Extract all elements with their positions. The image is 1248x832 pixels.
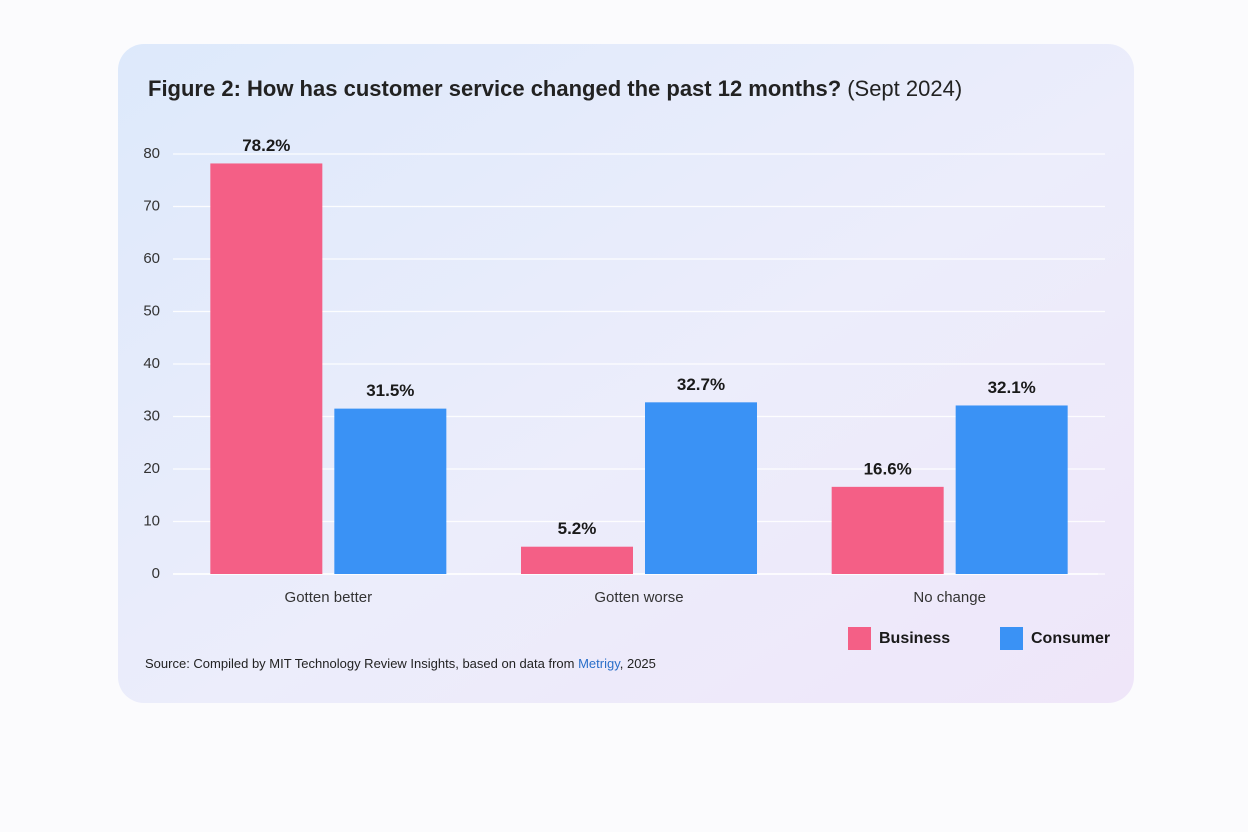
x-tick-label: Gotten worse xyxy=(594,589,683,606)
y-tick-label: 80 xyxy=(143,145,160,162)
source-text: , 2025 xyxy=(620,656,656,671)
y-tick-label: 40 xyxy=(143,355,160,372)
source-text: Source: Compiled by MIT Technology Revie… xyxy=(145,656,578,671)
value-label: 32.7% xyxy=(677,375,725,394)
y-tick-label: 20 xyxy=(143,460,160,477)
legend-swatch xyxy=(848,627,871,650)
value-label: 31.5% xyxy=(366,381,414,400)
y-tick-label: 10 xyxy=(143,512,160,529)
source-link[interactable]: Metrigy xyxy=(578,656,621,671)
value-label: 16.6% xyxy=(864,459,912,478)
title: Figure 2: How has customer service chang… xyxy=(148,76,841,101)
y-tick-label: 30 xyxy=(143,407,160,424)
bar xyxy=(955,405,1068,574)
bar xyxy=(645,402,757,574)
subtitle: (Sept 2024) xyxy=(847,76,962,101)
source: Source: Compiled by MIT Technology Revie… xyxy=(145,656,656,671)
value-label: 32.1% xyxy=(988,378,1036,397)
legend-label: Consumer xyxy=(1031,630,1110,647)
y-tick-label: 60 xyxy=(143,250,160,267)
chart-title: Figure 2: How has customer service chang… xyxy=(148,76,962,101)
x-tick-label: No change xyxy=(913,589,986,606)
value-label: 5.2% xyxy=(558,519,597,538)
legend-swatch xyxy=(1000,627,1023,650)
bar xyxy=(334,408,447,574)
x-tick-label: Gotten better xyxy=(285,589,373,606)
bar xyxy=(210,163,323,574)
y-tick-label: 70 xyxy=(143,197,160,214)
value-label: 78.2% xyxy=(242,136,290,155)
y-tick-label: 50 xyxy=(143,302,160,319)
bar xyxy=(521,546,633,574)
legend-label: Business xyxy=(879,630,950,647)
y-tick-label: 0 xyxy=(152,565,160,582)
bar xyxy=(831,486,944,574)
